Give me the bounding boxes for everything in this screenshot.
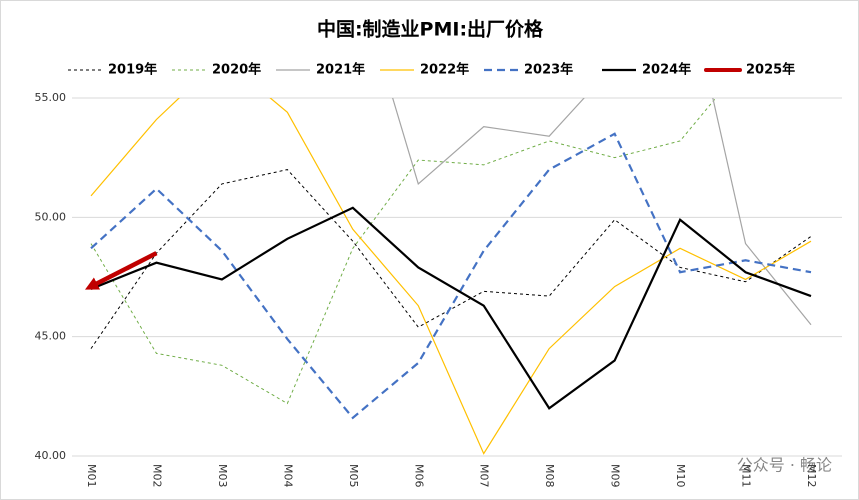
y-tick-label: 40.00 [35, 449, 67, 462]
x-tick-label: M06 [412, 464, 425, 488]
series-line [90, 132, 812, 420]
legend-label: 2019年 [108, 62, 157, 78]
watermark: 公众号 · 畅论 [737, 456, 832, 475]
series-line [90, 98, 717, 405]
x-tick-label: M10 [674, 464, 687, 488]
x-tick-label: M02 [150, 464, 163, 488]
legend-label: 2024年 [642, 62, 691, 78]
chart-title: 中国:制造业PMI:出厂价格 [317, 18, 544, 41]
series-line [90, 98, 812, 455]
y-tick-label: 45.00 [35, 330, 67, 343]
x-tick-label: M05 [347, 464, 360, 488]
x-tick-label: M01 [85, 464, 98, 488]
x-tick-label: M04 [281, 464, 294, 488]
series-line [84, 251, 158, 290]
legend-label: 2021年 [316, 62, 365, 78]
plot-area [84, 98, 812, 455]
legend-label: 2023年 [524, 62, 573, 78]
x-tick-label: M12 [805, 464, 818, 488]
y-tick-label: 55.00 [35, 91, 67, 104]
x-tick-label: M07 [478, 464, 491, 488]
legend-label: 2022年 [420, 62, 469, 78]
y-tick-label: 50.00 [35, 210, 67, 223]
x-tick-label: M08 [543, 464, 556, 488]
legend-label: 2020年 [212, 62, 261, 78]
legend-label: 2025年 [746, 62, 795, 78]
x-tick-label: M03 [216, 464, 229, 488]
x-tick-label: M09 [609, 464, 622, 488]
x-tick-label: M11 [740, 464, 753, 488]
series-line [392, 98, 812, 326]
series-line [90, 206, 812, 410]
